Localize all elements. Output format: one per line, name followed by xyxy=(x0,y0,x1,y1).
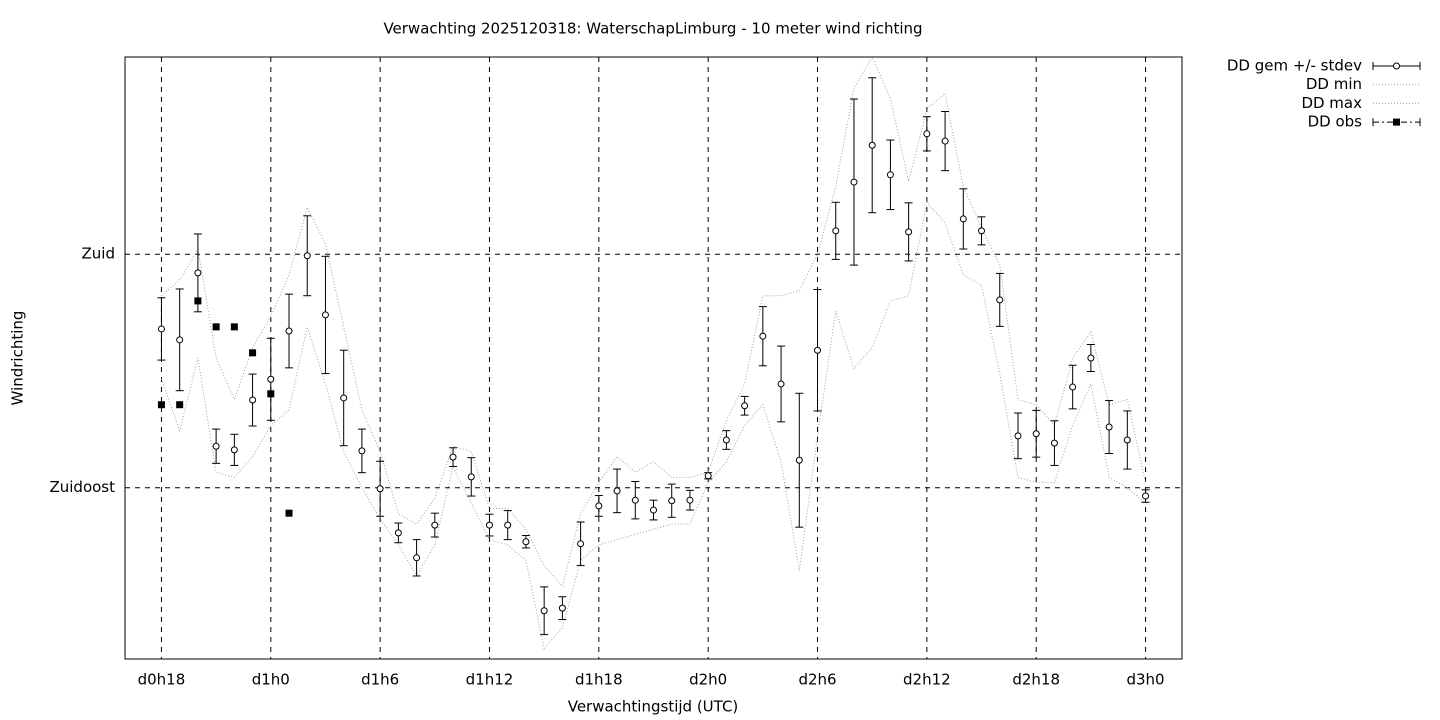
mean-point xyxy=(668,497,676,505)
mean-point xyxy=(176,336,184,344)
x-tick-label: d2h12 xyxy=(903,671,951,689)
mean-point xyxy=(285,327,293,335)
mean-point xyxy=(522,538,530,546)
mean-point xyxy=(1123,436,1131,444)
legend-sample xyxy=(1393,62,1400,70)
mean-point xyxy=(394,529,402,537)
mean-point xyxy=(832,227,840,235)
mean-point xyxy=(467,473,475,481)
mean-point xyxy=(212,442,220,450)
mean-point xyxy=(249,396,257,404)
mean-point xyxy=(1032,430,1040,438)
plot-frame xyxy=(124,56,1183,660)
mean-point xyxy=(686,496,694,504)
mean-point xyxy=(996,296,1004,304)
mean-point xyxy=(777,380,785,388)
mean-point xyxy=(1014,432,1022,440)
obs-point xyxy=(267,390,275,398)
obs-point xyxy=(212,323,220,331)
mean-point xyxy=(321,311,329,319)
mean-point xyxy=(1069,383,1077,391)
mean-point xyxy=(376,485,384,493)
x-tick-label: d1h12 xyxy=(466,671,514,689)
x-tick-label: d1h0 xyxy=(252,671,290,689)
mean-point xyxy=(504,521,512,529)
mean-point xyxy=(741,402,749,410)
mean-point xyxy=(704,472,712,480)
mean-point xyxy=(595,502,603,510)
legend-label: DD max xyxy=(1301,94,1362,112)
obs-point xyxy=(176,401,184,409)
mean-point xyxy=(905,228,913,236)
mean-point xyxy=(631,496,639,504)
mean-point xyxy=(1050,439,1058,447)
mean-point xyxy=(613,487,621,495)
obs-point xyxy=(249,349,257,357)
mean-point xyxy=(923,130,931,138)
legend-label: DD gem +/- stdev xyxy=(1227,57,1362,75)
mean-point xyxy=(340,394,348,402)
mean-point xyxy=(959,215,967,223)
mean-point xyxy=(358,447,366,455)
legend-label: DD min xyxy=(1306,75,1362,93)
mean-point xyxy=(267,375,275,383)
mean-point xyxy=(413,554,421,562)
obs-point xyxy=(230,323,238,331)
mean-point xyxy=(157,325,165,333)
obs-point xyxy=(157,401,165,409)
obs-point xyxy=(194,297,202,305)
mean-point xyxy=(558,604,566,612)
mean-point xyxy=(978,227,986,235)
mean-point xyxy=(814,346,822,354)
mean-point xyxy=(795,456,803,464)
x-axis-label: Verwachtingstijd (UTC) xyxy=(568,698,739,716)
range-line xyxy=(161,55,1147,588)
mean-point xyxy=(540,607,548,615)
chart-title: Verwachting 2025120318: WaterschapLimbur… xyxy=(383,20,922,38)
y-tick-label: Zuidoost xyxy=(49,478,115,496)
obs-point xyxy=(285,509,293,517)
mean-point xyxy=(1142,492,1150,500)
x-tick-label: d2h6 xyxy=(798,671,836,689)
x-tick-label: d2h18 xyxy=(1012,671,1060,689)
x-tick-label: d2h0 xyxy=(689,671,727,689)
mean-point xyxy=(230,446,238,454)
mean-point xyxy=(759,332,767,340)
mean-point xyxy=(868,141,876,149)
y-axis-label: Windrichting xyxy=(9,311,27,406)
x-tick-label: d0h18 xyxy=(138,671,186,689)
y-tick-label: Zuid xyxy=(82,245,115,263)
x-tick-label: d1h18 xyxy=(575,671,623,689)
mean-point xyxy=(1087,354,1095,362)
x-tick-label: d1h6 xyxy=(361,671,399,689)
mean-point xyxy=(449,453,457,461)
mean-point xyxy=(941,137,949,145)
mean-point xyxy=(485,521,493,529)
legend-sample xyxy=(1393,118,1400,126)
x-tick-label: d3h0 xyxy=(1126,671,1164,689)
mean-point xyxy=(194,269,202,277)
mean-point xyxy=(303,252,311,260)
range-line xyxy=(160,201,1146,650)
mean-point xyxy=(886,171,894,179)
mean-point xyxy=(650,506,657,514)
mean-point xyxy=(431,521,439,529)
legend-label: DD obs xyxy=(1308,113,1363,131)
mean-point xyxy=(1105,423,1113,431)
mean-point xyxy=(850,178,858,186)
mean-point xyxy=(577,540,585,548)
mean-point xyxy=(722,436,730,444)
